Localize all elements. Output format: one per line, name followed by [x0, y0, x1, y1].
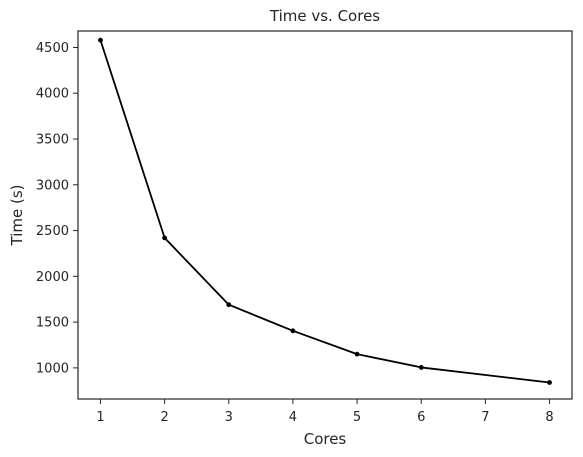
x-tick-label: 6	[417, 410, 425, 425]
plot-series	[98, 38, 552, 385]
plot-frame	[78, 31, 572, 399]
x-axis-ticks: 1 2 3 4 5 6 7 8	[96, 399, 553, 425]
x-tick-label: 1	[96, 410, 104, 425]
y-tick-label: 1500	[36, 316, 69, 331]
data-point	[98, 38, 103, 43]
series-line	[100, 40, 549, 382]
y-axis-label: Time (s)	[8, 185, 26, 247]
data-point	[162, 235, 167, 240]
y-tick-label: 2000	[36, 270, 69, 285]
x-tick-label: 3	[225, 410, 233, 425]
x-tick-label: 7	[481, 410, 489, 425]
x-axis-label: Cores	[304, 430, 347, 448]
y-tick-label: 4000	[36, 87, 69, 102]
x-tick-label: 4	[289, 410, 297, 425]
y-tick-label: 2500	[36, 224, 69, 239]
x-tick-label: 8	[545, 410, 553, 425]
chart-title: Time vs. Cores	[269, 7, 380, 25]
x-tick-label: 2	[160, 410, 168, 425]
data-point	[547, 380, 552, 385]
data-point	[355, 352, 360, 357]
data-point	[291, 328, 296, 333]
y-tick-label: 3000	[36, 178, 69, 193]
data-point	[226, 302, 231, 307]
y-tick-label: 1000	[36, 361, 69, 376]
y-tick-label: 4500	[36, 41, 69, 56]
y-axis-ticks: 1000 1500 2000 2500 3000 3500 4000 4500	[36, 41, 78, 376]
x-tick-label: 5	[353, 410, 361, 425]
data-point	[419, 365, 424, 370]
y-tick-label: 3500	[36, 133, 69, 148]
